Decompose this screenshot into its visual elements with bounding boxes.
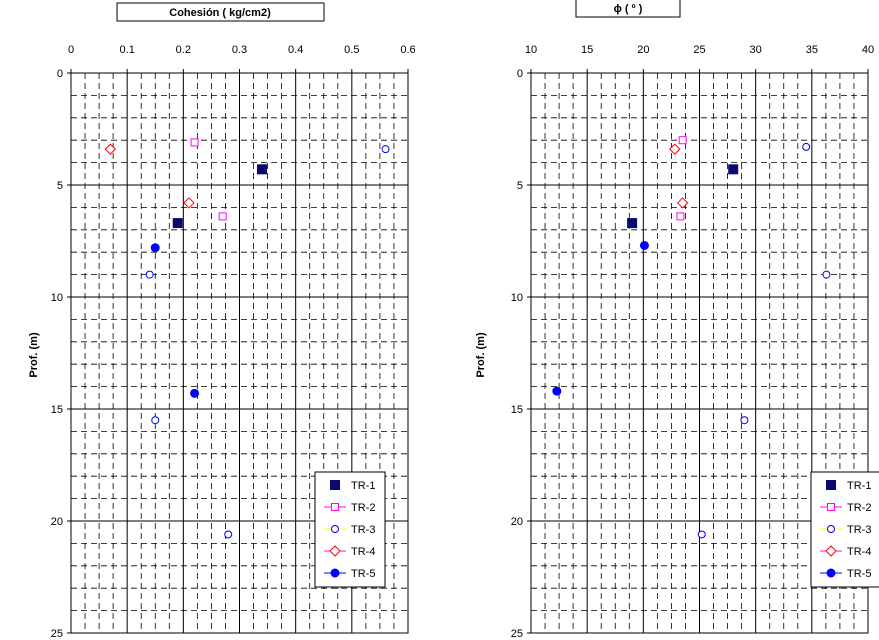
cohesion-x-tick-label: 0 xyxy=(68,44,74,56)
cohesion-data-point-tr-1 xyxy=(172,218,183,229)
friction-y-tick-label: 25 xyxy=(511,628,523,640)
friction-series-tr-2 xyxy=(676,136,687,221)
friction-data-point-tr-3 xyxy=(740,416,749,425)
friction-data-point-tr-3 xyxy=(697,530,706,539)
friction-y-axis-label: Prof. (m) xyxy=(475,332,487,378)
friction-data-point-tr-4 xyxy=(676,197,689,209)
friction-x-tick-label: 25 xyxy=(693,44,705,56)
friction-x-tick-label: 10 xyxy=(525,44,537,56)
cohesion-y-axis-label: Prof. (m) xyxy=(28,332,40,378)
friction-x-tick-label: 30 xyxy=(750,44,762,56)
friction-y-tick-label: 5 xyxy=(517,180,523,192)
friction-x-tick-label: 40 xyxy=(862,44,874,56)
cohesion-x-tick-label: 0.2 xyxy=(176,44,191,56)
cohesion-data-point-tr-5 xyxy=(190,388,200,398)
friction-data-point-tr-4 xyxy=(669,143,681,155)
friction-series-tr-5 xyxy=(552,240,649,396)
cohesion-legend-marker-tr-1 xyxy=(330,480,340,490)
cohesion-series-tr-4 xyxy=(104,143,195,209)
friction-legend-label-tr-4: TR-4 xyxy=(847,546,871,558)
cohesion-y-tick-label: 20 xyxy=(51,516,63,528)
friction-series-tr-4 xyxy=(669,143,689,209)
friction-legend-marker-tr-2 xyxy=(827,503,835,511)
cohesion-x-tick-label: 0.3 xyxy=(232,44,247,56)
friction-legend-marker-tr-1 xyxy=(826,480,836,490)
cohesion-x-tick-label: 0.1 xyxy=(120,44,135,56)
cohesion-y-tick-label: 5 xyxy=(57,180,63,192)
cohesion-legend-marker-tr-2 xyxy=(331,503,339,511)
friction-major-grid xyxy=(531,73,868,633)
cohesion-legend-marker-tr-4 xyxy=(329,545,341,557)
cohesion-series-tr-2 xyxy=(190,138,227,221)
friction-legend-marker-tr-5 xyxy=(826,568,836,578)
cohesion-y-tick-label: 25 xyxy=(51,628,63,640)
friction-series-tr-1 xyxy=(627,164,739,229)
friction-data-point-tr-5 xyxy=(552,386,562,396)
cohesion-series-tr-1 xyxy=(172,164,267,229)
friction-data-point-tr-1 xyxy=(627,218,638,229)
friction-legend-marker-tr-3 xyxy=(827,525,835,533)
cohesion-series-tr-3 xyxy=(145,145,390,539)
friction-data-point-tr-2 xyxy=(678,136,687,145)
friction-y-tick-label: 20 xyxy=(511,516,523,528)
friction-legend-label-tr-1: TR-1 xyxy=(847,480,871,492)
cohesion-data-point-tr-4 xyxy=(104,143,117,155)
friction-data-point-tr-5 xyxy=(639,240,649,250)
cohesion-legend: TR-1 TR-2 TR-3 TR-4 TR-5 xyxy=(314,471,386,588)
cohesion-legend-label-tr-2: TR-2 xyxy=(351,502,375,514)
cohesion-data-point-tr-3 xyxy=(381,145,390,154)
cohesion-data-point-tr-1 xyxy=(256,164,267,175)
cohesion-title-box xyxy=(116,2,325,22)
cohesion-x-tick-label: 0.4 xyxy=(288,44,303,56)
cohesion-data-point-tr-3 xyxy=(151,416,160,425)
friction-angle-chart: ϕ ( º ) Prof. (m) 10 15 20 25 30 35 40 0 5 10 15 20… xyxy=(475,0,879,640)
cohesion-legend-label-tr-3: TR-3 xyxy=(351,524,375,536)
friction-legend-label-tr-3: TR-3 xyxy=(847,524,871,536)
cohesion-legend-label-tr-5: TR-5 xyxy=(351,568,375,580)
friction-data-point-tr-3 xyxy=(822,270,831,279)
cohesion-y-tick-label: 15 xyxy=(51,404,63,416)
cohesion-legend-label-tr-4: TR-4 xyxy=(351,546,375,558)
friction-legend-label-tr-2: TR-2 xyxy=(847,502,871,514)
friction-x-tick-label: 35 xyxy=(806,44,818,56)
friction-legend-label-tr-5: TR-5 xyxy=(847,568,871,580)
cohesion-data-point-tr-5 xyxy=(150,243,160,253)
friction-chart-title: ϕ ( º ) xyxy=(614,3,643,15)
cohesion-data-point-tr-2 xyxy=(190,138,199,147)
cohesion-chart: Cohesión ( kg/cm2) Prof. (m) 0 0.1 0.2 0.3 0… xyxy=(28,2,416,640)
cohesion-y-tick-label: 0 xyxy=(57,68,63,80)
friction-y-tick-label: 10 xyxy=(511,292,523,304)
cohesion-data-point-tr-3 xyxy=(224,530,233,539)
friction-y-tick-label: 0 xyxy=(517,68,523,80)
friction-title-box xyxy=(575,0,681,18)
friction-legend-marker-tr-4 xyxy=(825,545,837,557)
cohesion-series-tr-5 xyxy=(150,243,200,398)
friction-legend: TR-1 TR-2 TR-3 TR-4 TR-5 xyxy=(810,471,879,588)
cohesion-legend-label-tr-1: TR-1 xyxy=(351,480,375,492)
friction-data-point-tr-1 xyxy=(728,164,739,175)
friction-y-tick-label: 15 xyxy=(511,404,523,416)
cohesion-y-tick-label: 10 xyxy=(51,292,63,304)
cohesion-data-point-tr-2 xyxy=(218,212,227,221)
cohesion-chart-title: Cohesión ( kg/cm2) xyxy=(169,7,271,19)
cohesion-data-point-tr-3 xyxy=(145,270,154,279)
cohesion-legend-marker-tr-3 xyxy=(331,525,339,533)
cohesion-data-point-tr-4 xyxy=(183,197,195,209)
friction-data-point-tr-3 xyxy=(802,142,811,151)
cohesion-x-tick-label: 0.6 xyxy=(400,44,415,56)
friction-data-point-tr-2 xyxy=(676,212,685,221)
friction-x-tick-label: 20 xyxy=(637,44,649,56)
friction-x-tick-label: 15 xyxy=(581,44,593,56)
cohesion-x-tick-label: 0.5 xyxy=(344,44,359,56)
friction-series-tr-3 xyxy=(697,142,831,539)
cohesion-legend-marker-tr-5 xyxy=(330,568,340,578)
